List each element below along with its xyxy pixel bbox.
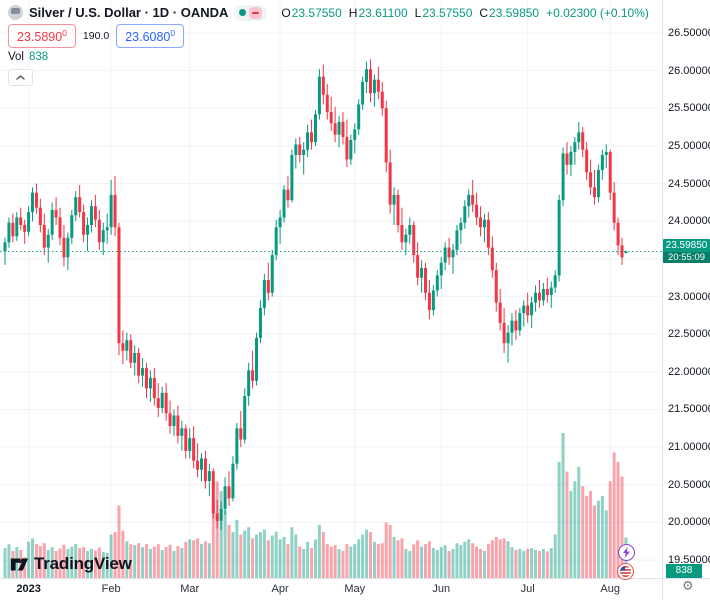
buy-price: 23.6080: [125, 30, 171, 45]
price-tick-label: 23.00000: [668, 290, 710, 303]
price-tick-label: 24.50000: [668, 177, 710, 190]
sell-button[interactable]: 23.58900: [8, 24, 76, 48]
open-label: O: [281, 5, 291, 20]
trade-buttons-row: 23.58900 190.0 23.60800: [8, 24, 649, 48]
close-value: 23.59850: [489, 5, 540, 20]
symbol-row: Silver / U.S. Dollar · 1D · OANDA O 23.57…: [8, 4, 649, 21]
price-tick-label: 19.50000: [668, 554, 710, 567]
price-tick-label: 21.50000: [668, 403, 710, 416]
volume-label: Vol: [8, 51, 24, 63]
oanda-broker-icon: [249, 6, 263, 19]
market-open-dot-icon: [239, 9, 247, 16]
time-tick-label: Mar: [180, 583, 200, 595]
buy-button[interactable]: 23.60800: [116, 24, 185, 48]
market-holiday-button[interactable]: [617, 563, 634, 580]
time-tick-label: Apr: [271, 583, 289, 595]
low-value: 23.57550: [422, 5, 473, 20]
time-tick-label: Jun: [432, 583, 451, 595]
candlestick-layer: [3, 59, 628, 530]
symbol-title[interactable]: Silver / U.S. Dollar · 1D · OANDA: [29, 5, 229, 20]
time-scale[interactable]: 2023 Feb Mar Apr May Jun Jul Aug: [0, 578, 710, 600]
volume-row: Vol 838: [8, 51, 649, 63]
price-tick-label: 26.00000: [668, 64, 710, 77]
price-tick-label: 21.00000: [668, 441, 710, 454]
tradingview-logo-icon: [10, 557, 29, 571]
price-tick-label: 22.50000: [668, 328, 710, 341]
low-label: L: [414, 5, 422, 20]
spread-value: 190.0: [82, 30, 110, 42]
collapse-legend-button[interactable]: [8, 69, 33, 86]
buy-price-sup: 0: [170, 28, 176, 39]
time-tick-label: 2023: [16, 583, 41, 595]
bar-countdown: 20:55:09: [663, 252, 710, 264]
high-value: 23.61100: [358, 5, 408, 20]
last-price-badge: 23.59850 20:55:09: [663, 239, 710, 264]
volume-histogram-layer: [3, 433, 628, 578]
price-tick-label: 26.50000: [668, 26, 710, 39]
close-label: C: [479, 5, 489, 20]
sell-price-sup: 0: [62, 28, 67, 39]
price-tick-label: 25.00000: [668, 139, 710, 152]
chevron-up-icon: [16, 75, 25, 80]
price-tick-label: 20.50000: [668, 478, 710, 491]
high-label: H: [348, 5, 358, 20]
volume-value: 838: [29, 51, 49, 63]
gear-icon[interactable]: ⚙: [682, 579, 694, 594]
silver-symbol-logo-icon: [8, 5, 23, 20]
lightning-bolt-icon: [623, 547, 630, 558]
price-tick-label: 20.00000: [668, 516, 710, 529]
time-tick-label: Aug: [600, 583, 621, 595]
market-status-indicators[interactable]: [234, 4, 268, 21]
ohlc-readout: O 23.57550 H 23.61100 L 23.57550 C 23.59850 …: [281, 6, 648, 20]
tradingview-logo[interactable]: TradingView: [10, 554, 132, 574]
chart-legend: Silver / U.S. Dollar · 1D · OANDA O 23.57…: [8, 4, 649, 86]
time-tick-label: Feb: [101, 583, 121, 595]
us-flag-icon: [620, 566, 631, 577]
volume-axis-badge: 838: [666, 564, 702, 578]
time-tick-label: May: [344, 583, 366, 595]
sell-price: 23.5890: [17, 30, 63, 45]
price-tick-label: 25.50000: [668, 102, 710, 115]
price-scale[interactable]: 26.50000 26.00000 25.50000 25.00000 24.50000…: [663, 0, 710, 578]
tradingview-logo-text: TradingView: [34, 554, 132, 573]
price-tick-label: 22.00000: [668, 365, 710, 378]
last-price-value: 23.59850: [665, 240, 708, 252]
price-tick-label: 24.00000: [668, 215, 710, 228]
change-value: +0.02300 (+0.10%): [546, 5, 649, 20]
time-tick-label: Jul: [520, 583, 535, 595]
open-value: 23.57550: [291, 5, 342, 20]
boost-button[interactable]: [618, 544, 635, 561]
